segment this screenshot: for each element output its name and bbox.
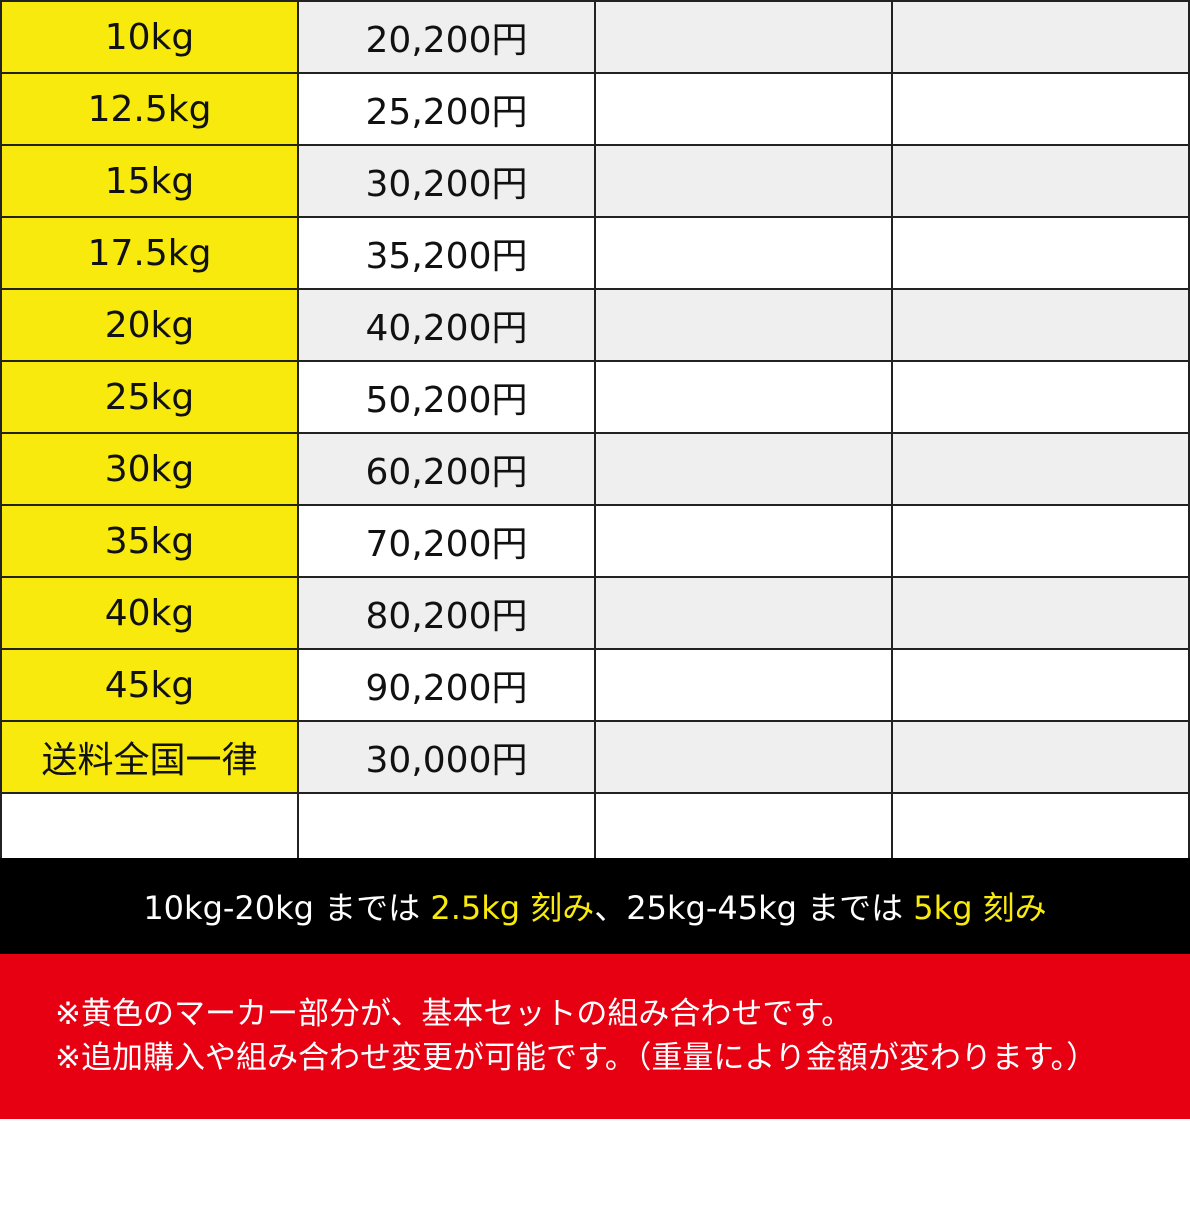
weight-cell: 25kg [0,360,299,434]
price-cell: 25,200円 [297,72,596,146]
table-row: 送料全国一律 30,000円 [0,720,1190,794]
empty-cell [891,0,1190,74]
price-cell: 40,200円 [297,288,596,362]
banner-text-2: 、25kg-45kg までは [594,889,914,927]
empty-cell [891,504,1190,578]
table-row: 12.5kg 25,200円 [0,72,1190,146]
empty-cell [594,0,893,74]
note-line-1: ※黄色のマーカー部分が、基本セットの組み合わせです。 [55,996,853,1032]
weight-cell: 17.5kg [0,216,299,290]
table-row: 45kg 90,200円 [0,648,1190,722]
empty-cell [891,648,1190,722]
weight-cell: 10kg [0,0,299,74]
table-row: 35kg 70,200円 [0,504,1190,578]
empty-cell [891,144,1190,218]
empty-cell [594,144,893,218]
price-cell [297,792,596,866]
notes-box: ※黄色のマーカー部分が、基本セットの組み合わせです。 ※追加購入や組み合わせ変更… [0,954,1190,1119]
empty-cell [594,72,893,146]
table-row: 25kg 50,200円 [0,360,1190,434]
price-cell: 80,200円 [297,576,596,650]
weight-cell: 送料全国一律 [0,720,299,794]
weight-cell: 15kg [0,144,299,218]
empty-cell [594,792,893,866]
price-table: 10kg 20,200円 12.5kg 25,200円 15kg 30,200円 17.5k… [0,0,1190,866]
weight-cell: 12.5kg [0,72,299,146]
weight-cell [0,792,299,866]
table-row: 20kg 40,200円 [0,288,1190,362]
empty-cell [594,432,893,506]
price-cell: 50,200円 [297,360,596,434]
empty-cell [594,288,893,362]
weight-cell: 30kg [0,432,299,506]
weight-cell: 35kg [0,504,299,578]
empty-cell [594,576,893,650]
empty-cell [891,720,1190,794]
price-cell: 30,000円 [297,720,596,794]
table-row: 40kg 80,200円 [0,576,1190,650]
note-line-2: ※追加購入や組み合わせ変更が可能です。（重量により金額が変わります。） [55,1040,1098,1076]
banner-highlight-2: 5kg 刻み [913,889,1047,927]
empty-cell [594,648,893,722]
banner-highlight-1: 2.5kg 刻み [430,889,595,927]
empty-cell [891,216,1190,290]
price-cell: 90,200円 [297,648,596,722]
empty-cell [891,432,1190,506]
empty-cell [594,216,893,290]
table-row: 15kg 30,200円 [0,144,1190,218]
weight-cell: 40kg [0,576,299,650]
empty-cell [891,72,1190,146]
empty-cell [891,360,1190,434]
empty-cell [594,360,893,434]
weight-cell: 20kg [0,288,299,362]
empty-cell [891,576,1190,650]
price-cell: 30,200円 [297,144,596,218]
table-row [0,792,1190,866]
weight-cell: 45kg [0,648,299,722]
empty-cell [594,720,893,794]
price-cell: 20,200円 [297,0,596,74]
table-row: 17.5kg 35,200円 [0,216,1190,290]
increment-banner: 10kg-20kg までは 2.5kg 刻み 、25kg-45kg までは 5kg… [0,858,1190,954]
price-cell: 60,200円 [297,432,596,506]
price-cell: 35,200円 [297,216,596,290]
table-row: 30kg 60,200円 [0,432,1190,506]
banner-text-1: 10kg-20kg までは [143,889,431,927]
empty-cell [891,792,1190,866]
empty-cell [594,504,893,578]
price-cell: 70,200円 [297,504,596,578]
empty-cell [891,288,1190,362]
table-row: 10kg 20,200円 [0,0,1190,74]
